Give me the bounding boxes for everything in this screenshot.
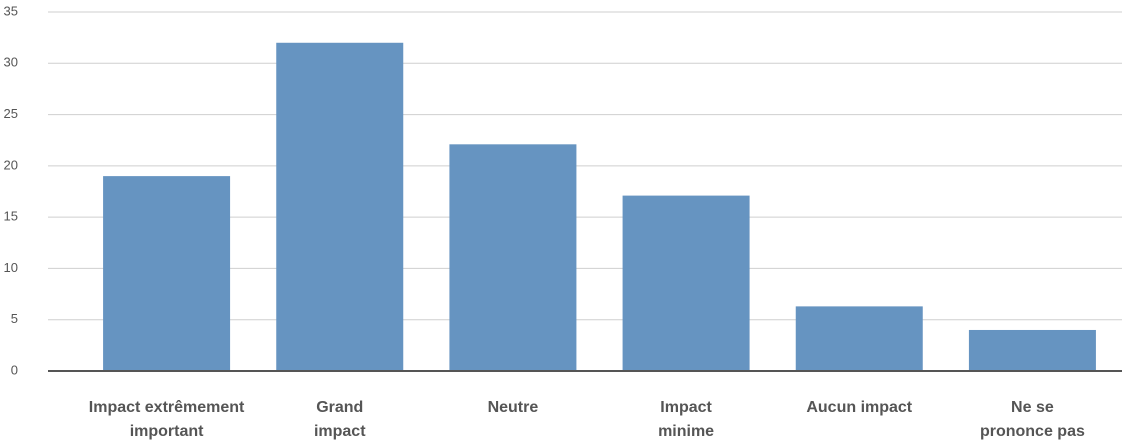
x-tick-label: Aucun impact xyxy=(806,399,913,416)
y-tick-label: 25 xyxy=(4,106,18,121)
y-tick-label: 0 xyxy=(11,362,18,377)
bar xyxy=(968,329,1096,371)
bar xyxy=(795,306,923,371)
bar xyxy=(103,176,231,371)
x-tick-label: Impact extrêmement important xyxy=(88,399,245,440)
x-tick-label: Neutre xyxy=(487,399,539,416)
y-tick-label: 35 xyxy=(4,3,18,18)
x-tick-label: Impact minime xyxy=(658,399,715,440)
y-tick-label: 5 xyxy=(11,311,18,326)
y-tick-label: 30 xyxy=(4,55,18,70)
x-tick-label: Grand impact xyxy=(313,399,366,440)
bar xyxy=(276,42,404,372)
y-tick-label: 20 xyxy=(4,157,18,172)
x-tick-label: Ne se prononce pas xyxy=(979,399,1085,440)
bar xyxy=(449,144,577,371)
bar xyxy=(622,195,750,371)
y-tick-label: 15 xyxy=(4,209,18,224)
y-tick-label: 10 xyxy=(4,260,18,275)
